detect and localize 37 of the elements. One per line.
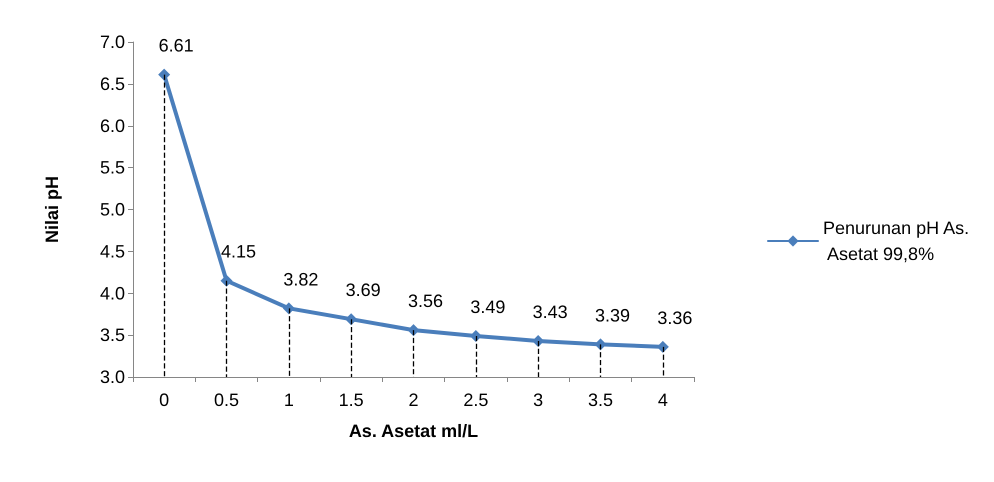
y-tick-label: 5.5 bbox=[100, 158, 125, 178]
x-tick-label: 0.5 bbox=[214, 390, 240, 410]
data-label: 3.56 bbox=[408, 291, 444, 312]
data-label: 3.36 bbox=[657, 308, 692, 328]
data-label: 3.39 bbox=[594, 305, 630, 326]
y-tick-label: 3.0 bbox=[100, 367, 125, 387]
x-tick-label: 3.5 bbox=[588, 390, 614, 410]
point bbox=[408, 324, 420, 336]
point bbox=[282, 302, 295, 314]
x-tick-label: 0 bbox=[159, 390, 170, 410]
y-axis-title: Nilai pH bbox=[42, 176, 62, 244]
x-tick-label: 2.5 bbox=[463, 390, 488, 410]
y-tick-label: 5.0 bbox=[100, 200, 125, 220]
x-tick-label: 3 bbox=[533, 390, 544, 410]
x-tick-label: 2 bbox=[408, 390, 419, 410]
x-tick-label: 1 bbox=[284, 390, 294, 410]
data-label: 4.15 bbox=[220, 242, 256, 262]
data-label: 3.82 bbox=[283, 269, 318, 290]
y-tick-label: 7.0 bbox=[100, 32, 125, 52]
data-label: 3.43 bbox=[532, 302, 568, 322]
legend-label: Penurunan pH As. Asetat 99,8% bbox=[823, 218, 970, 264]
y-tick-label: 3.5 bbox=[100, 325, 125, 346]
x-axis-title: As. Asetat ml/L bbox=[348, 421, 478, 441]
data-label: 6.61 bbox=[158, 36, 194, 56]
point bbox=[470, 330, 482, 342]
y-tick-label: 4.5 bbox=[100, 241, 125, 262]
data-label: 3.49 bbox=[470, 296, 506, 317]
y-tick-label: 6.0 bbox=[100, 116, 125, 136]
x-tick-label: 1.5 bbox=[338, 390, 364, 410]
point bbox=[158, 68, 170, 81]
point bbox=[220, 274, 232, 287]
y-tick-label: 4.0 bbox=[100, 283, 125, 304]
x-tick-label: 4 bbox=[658, 390, 668, 410]
point bbox=[594, 338, 606, 350]
point bbox=[345, 313, 358, 326]
y-tick-label: 6.5 bbox=[100, 74, 125, 94]
data-label: 3.69 bbox=[346, 280, 381, 300]
